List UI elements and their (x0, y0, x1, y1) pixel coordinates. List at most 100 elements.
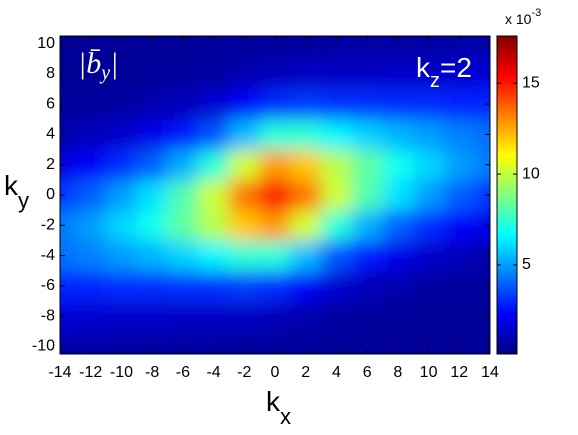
heat-cell (413, 240, 445, 272)
heat-cell (259, 149, 291, 181)
heat-cell (198, 149, 230, 181)
heat-cell (290, 89, 322, 120)
heat-cell (228, 210, 261, 241)
heat-cell (443, 270, 476, 302)
heat-cell (413, 119, 445, 151)
heat-cell (198, 210, 230, 241)
x-tick-label: -8 (145, 364, 159, 381)
heat-cell (259, 331, 291, 354)
heat-cell (75, 270, 107, 302)
heat-cell (443, 331, 476, 354)
heat-cell (474, 179, 490, 211)
heat-cell (321, 240, 353, 272)
heat-cell (60, 240, 76, 272)
heat-cell (443, 119, 476, 151)
heat-cell (167, 89, 199, 120)
heat-cell (443, 58, 476, 90)
heat-cell (474, 270, 490, 302)
heat-cell (413, 89, 445, 120)
x-tick-label: 2 (301, 364, 310, 381)
heat-cell (167, 179, 199, 211)
colorbar-tick-label: 15 (522, 74, 540, 91)
y-axis-label: ky (4, 170, 29, 212)
heat-cell (106, 331, 138, 354)
heat-cell (259, 58, 291, 90)
kz-label: kz=2 (416, 52, 472, 92)
heat-cell (259, 179, 291, 211)
heat-cell (167, 331, 199, 354)
heat-cell (474, 58, 490, 90)
y-tick-label: -2 (41, 217, 55, 234)
heat-cell (106, 240, 138, 272)
heat-cell (106, 301, 138, 332)
heat-cell (167, 240, 199, 272)
heat-cell (351, 58, 383, 90)
heat-cell (106, 149, 138, 181)
heat-cell (198, 36, 230, 60)
heat-cell (198, 270, 230, 302)
heat-cell (413, 270, 445, 302)
heat-cell (228, 58, 261, 90)
heat-cell (382, 149, 414, 181)
heat-cell (259, 36, 291, 60)
heat-cell (106, 119, 138, 151)
heat-cell (60, 149, 76, 181)
heatmap-area (60, 36, 490, 354)
y-tick-label: -10 (32, 338, 55, 355)
heat-cell (198, 240, 230, 272)
heat-cell (167, 58, 199, 90)
heat-cell (75, 179, 107, 211)
heat-cell (228, 331, 261, 354)
heat-cell (351, 36, 383, 60)
heat-cell (136, 119, 168, 151)
heat-cell (167, 270, 199, 302)
heat-cell (443, 179, 476, 211)
heat-cell (75, 36, 107, 60)
x-tick-label: -6 (176, 364, 190, 381)
heat-cell (413, 36, 445, 60)
heat-cell (382, 58, 414, 90)
heat-cell (474, 210, 490, 241)
heat-cell (321, 89, 353, 120)
field-label: |b̄y| (78, 47, 118, 84)
heat-cell (321, 301, 353, 332)
colorbar-tick-label: 5 (522, 256, 531, 273)
heat-cell (60, 270, 76, 302)
heat-cell (382, 179, 414, 211)
heat-cell (382, 301, 414, 332)
x-axis-label: kx (266, 386, 291, 428)
heat-cell (443, 36, 476, 60)
heat-cell (228, 89, 261, 120)
heat-cell (75, 301, 107, 332)
heat-cell (228, 240, 261, 272)
heat-cell (443, 210, 476, 241)
heat-cell (351, 301, 383, 332)
heat-cell (382, 270, 414, 302)
heat-cell (259, 270, 291, 302)
y-tick-label: 2 (46, 156, 55, 173)
heat-cell (259, 301, 291, 332)
heat-cell (60, 36, 76, 60)
x-tick-label: -4 (206, 364, 220, 381)
heat-cell (413, 58, 445, 90)
heat-cell (60, 119, 76, 151)
heat-cell (228, 179, 261, 211)
heat-cell (413, 179, 445, 211)
heat-cell (443, 149, 476, 181)
heat-cell (60, 331, 76, 354)
heat-cell (290, 179, 322, 211)
heat-cell (106, 89, 138, 120)
heat-cell (167, 210, 199, 241)
heat-cell (351, 210, 383, 241)
heat-cell (198, 179, 230, 211)
x-tick-label: 10 (420, 364, 438, 381)
heat-cell (474, 36, 490, 60)
heat-cell (474, 149, 490, 181)
heat-cell (167, 119, 199, 151)
heat-cell (259, 240, 291, 272)
colorbar-tick-label: 10 (522, 165, 540, 182)
heat-cell (321, 149, 353, 181)
heat-cell (106, 210, 138, 241)
x-tick-label: -12 (79, 364, 102, 381)
